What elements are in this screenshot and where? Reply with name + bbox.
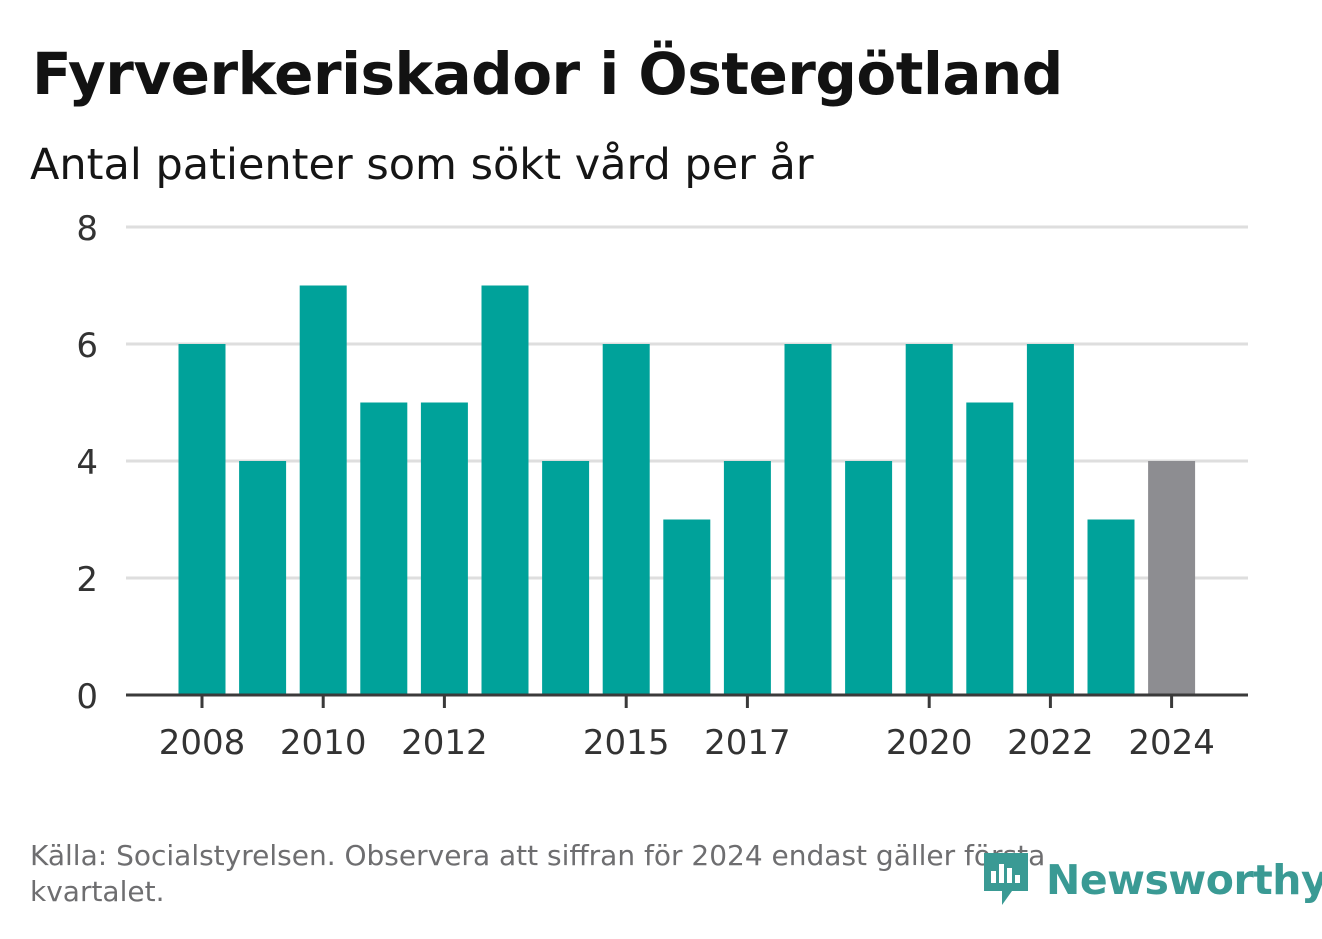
y-tick-label: 6 <box>76 326 98 366</box>
y-tick-label: 2 <box>76 560 98 600</box>
bar-2017 <box>723 461 771 695</box>
source-note: Källa: Socialstyrelsen. Observera att si… <box>30 839 1046 908</box>
bar-2012 <box>420 402 468 695</box>
bar-2019 <box>845 461 893 695</box>
y-tick-label: 0 <box>76 677 98 717</box>
x-tick-label: 2008 <box>159 723 246 763</box>
x-tick-label: 2010 <box>280 723 367 763</box>
bar-2014 <box>542 461 590 695</box>
chart-subtitle: Antal patienter som sökt vård per år <box>30 140 814 190</box>
x-tick-label: 2012 <box>401 723 488 763</box>
newsworthy-logo: Newsworthy <box>980 848 1322 912</box>
x-tick-label: 2017 <box>704 723 791 763</box>
y-tick-label: 8 <box>76 209 98 249</box>
bar-2010 <box>299 285 347 695</box>
bar-2008 <box>178 344 226 695</box>
bar-2021 <box>966 402 1014 695</box>
bar-2024 <box>1148 461 1196 695</box>
logo-text: Newsworthy <box>1046 856 1322 904</box>
newsworthy-logo-icon <box>984 853 1028 905</box>
bar-chart: 0 2 4 6 8 2008 2010 2012 2015 2017 2020 2022 2024 <box>76 209 1248 763</box>
chart-title: Fyrverkeriskador i Östergötland <box>32 40 1063 108</box>
bar-2009 <box>239 461 287 695</box>
bar-2020 <box>905 344 953 695</box>
x-tick-label: 2015 <box>583 723 670 763</box>
bar-2023 <box>1087 519 1135 695</box>
x-tick-label: 2024 <box>1128 723 1215 763</box>
bar-2015 <box>602 344 650 695</box>
y-tick-label: 4 <box>76 443 98 483</box>
bar-2016 <box>663 519 711 695</box>
x-tick-label: 2022 <box>1007 723 1094 763</box>
bar-2011 <box>360 402 408 695</box>
bar-2018 <box>784 344 832 695</box>
bar-2022 <box>1026 344 1074 695</box>
x-tick-label: 2020 <box>886 723 973 763</box>
bar-2013 <box>481 285 529 695</box>
